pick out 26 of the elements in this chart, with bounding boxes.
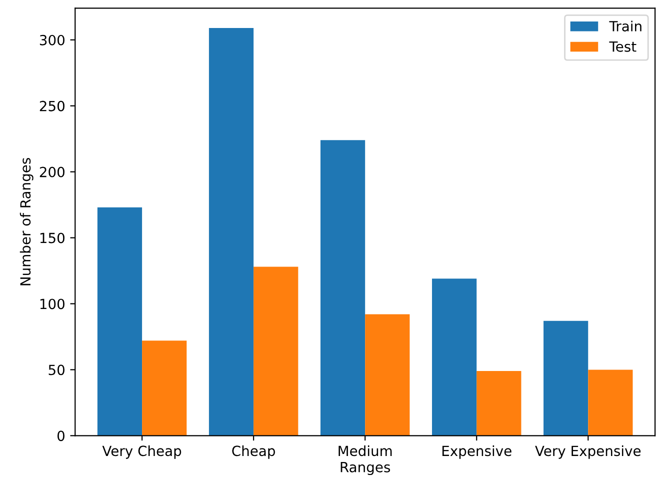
y-tick-label: 200	[40, 166, 64, 178]
y-axis-title: Number of Ranges	[20, 158, 34, 286]
y-tick-label: 100	[40, 298, 64, 310]
bar	[476, 371, 522, 436]
y-tick-label: 250	[40, 100, 64, 112]
legend-label: Test	[609, 42, 636, 52]
legend-label: Train	[609, 20, 642, 32]
x-axis-title: Ranges	[340, 462, 390, 476]
bar	[254, 266, 298, 436]
bar	[432, 278, 477, 436]
x-tick-label: Cheap	[232, 445, 275, 459]
bar	[544, 320, 588, 436]
bar	[208, 28, 254, 436]
y-tick-label: 300	[40, 34, 64, 46]
bar	[365, 314, 410, 436]
bar	[320, 140, 366, 436]
y-tick-label: 150	[40, 232, 64, 244]
x-tick-label: Medium	[338, 445, 392, 456]
y-tick-label: 0	[57, 430, 64, 442]
x-tick-label: Very Cheap	[102, 445, 182, 459]
y-tick-label: 50	[48, 364, 64, 376]
x-tick-label: Expensive	[442, 445, 512, 459]
bar	[142, 340, 187, 436]
x-tick-label: Very Expensive	[535, 445, 641, 459]
bar	[588, 370, 633, 436]
bar	[97, 207, 142, 436]
